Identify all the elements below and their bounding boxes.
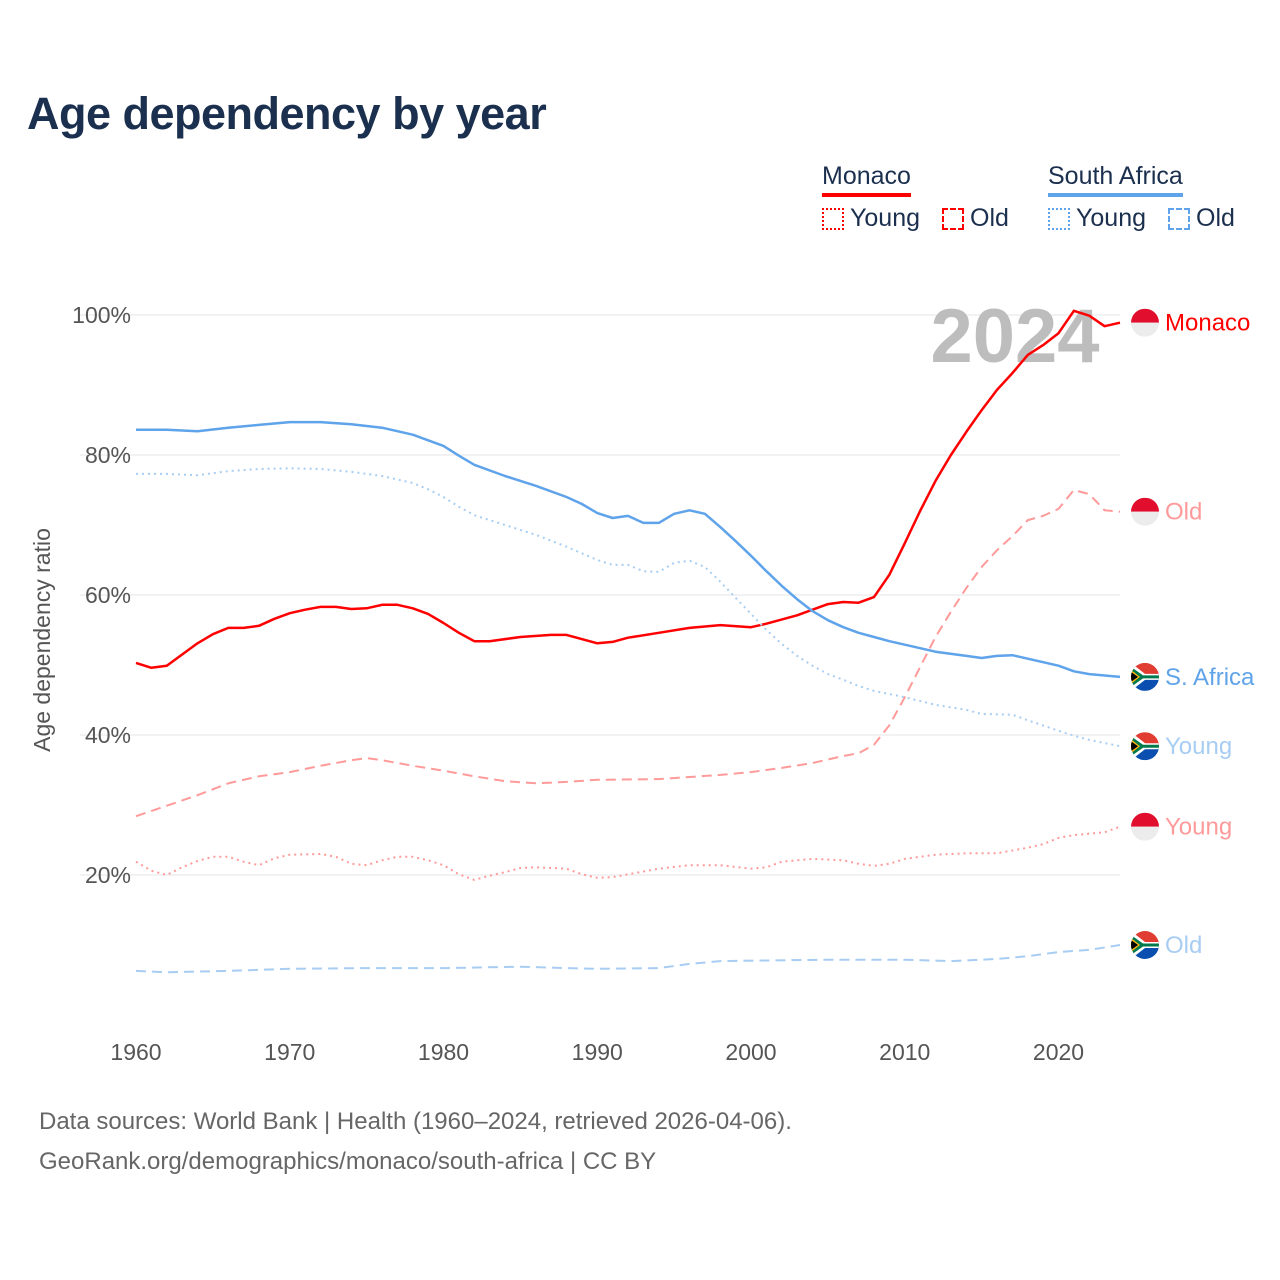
south-africa-flag-icon	[1131, 931, 1159, 959]
y-tick-label: 20%	[85, 862, 131, 888]
monaco-flag-icon	[1131, 812, 1159, 841]
series-end-label: Young	[1165, 814, 1232, 841]
y-tick-label: 100%	[72, 302, 131, 328]
x-tick-label: 1970	[264, 1039, 315, 1065]
dotted-swatch-icon	[822, 207, 844, 230]
series-line-south-africa[interactable]	[136, 420, 1121, 679]
legend-monaco-old[interactable]: Old	[942, 204, 1009, 233]
dashed-swatch-icon	[1168, 207, 1190, 230]
legend-label: Young	[1076, 204, 1146, 232]
legend-label: Old	[1196, 204, 1235, 232]
south-africa-flag-icon	[1131, 662, 1159, 691]
series-end-label: Old	[1165, 499, 1202, 526]
series-end-label: Old	[1165, 932, 1202, 959]
x-tick-label: 1980	[418, 1039, 469, 1065]
legend-monaco-young[interactable]: Young	[822, 204, 920, 233]
x-tick-label: 1990	[572, 1039, 623, 1065]
chart-title: Age dependency by year	[27, 88, 547, 139]
series-line-south-africa-old[interactable]	[135, 944, 1121, 974]
dotted-swatch-icon	[1048, 207, 1070, 230]
legend-label: Old	[970, 204, 1009, 232]
data-source-note: Data sources: World Bank | Health (1960–…	[39, 1108, 792, 1135]
legend-south-africa-old[interactable]: Old	[1168, 204, 1235, 233]
x-tick-label: 2020	[1033, 1039, 1084, 1065]
south-africa-flag-icon	[1131, 732, 1159, 761]
series-end-label: S. Africa	[1165, 664, 1255, 691]
dashed-swatch-icon	[942, 207, 964, 230]
source-url[interactable]: GeoRank.org/demographics/monaco/south-af…	[39, 1148, 657, 1175]
series-end-label: Young	[1165, 733, 1232, 760]
legend-label: Young	[850, 204, 920, 232]
series-end-label: Monaco	[1165, 310, 1250, 337]
monaco-flag-icon	[1131, 308, 1159, 337]
monaco-flag-icon	[1131, 497, 1159, 526]
x-tick-label: 2000	[725, 1039, 776, 1065]
y-tick-label: 40%	[85, 722, 131, 748]
y-tick-label: 60%	[85, 582, 131, 608]
x-tick-label: 1960	[110, 1039, 161, 1065]
series-line-monaco-old[interactable]	[135, 489, 1121, 818]
x-tick-label: 2010	[879, 1039, 930, 1065]
series-line-monaco-young[interactable]	[135, 825, 1121, 881]
legend-monaco[interactable]: Monaco	[822, 162, 911, 197]
series-line-monaco[interactable]	[135, 309, 1121, 670]
legend-south-africa-young[interactable]: Young	[1048, 204, 1146, 233]
legend-south-africa[interactable]: South Africa	[1048, 162, 1183, 197]
y-tick-label: 80%	[85, 442, 131, 468]
series-line-south-africa-young[interactable]	[136, 467, 1121, 748]
year-watermark: 2024	[930, 294, 1099, 379]
y-axis-label: Age dependency ratio	[29, 528, 55, 752]
